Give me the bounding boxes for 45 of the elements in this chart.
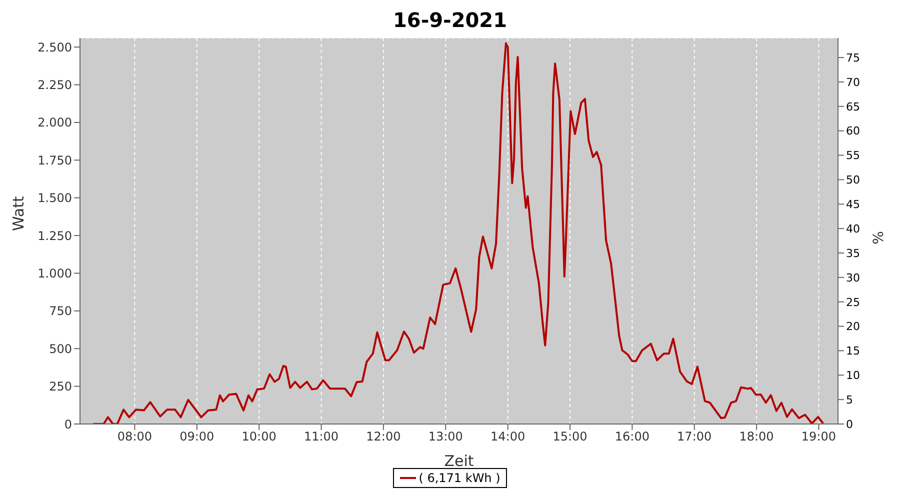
- x-tick-label: 11:00: [304, 430, 339, 444]
- y2-tick-label: 0: [846, 418, 853, 431]
- x-tick-label: 19:00: [801, 430, 836, 444]
- y2-tick-label: 5: [846, 393, 853, 406]
- x-tick-label: 12:00: [366, 430, 401, 444]
- y-axis-title: Watt: [9, 196, 28, 231]
- y2-tick-label: 75: [846, 51, 860, 64]
- x-tick-label: 10:00: [242, 430, 276, 444]
- y-tick-label: 1.500: [38, 191, 72, 206]
- y2-tick-label: 70: [846, 76, 860, 89]
- x-tick-label: 09:00: [180, 430, 214, 444]
- x-tick-label: 17:00: [677, 430, 712, 444]
- y-tick-label: 1.000: [38, 266, 72, 280]
- x-tick-label: 14:00: [490, 430, 526, 444]
- x-axis-title: Zeit: [444, 452, 474, 470]
- y2-tick-label: 25: [846, 296, 860, 309]
- y-tick-label: 2.000: [38, 116, 72, 130]
- x-tick-label: 16:00: [614, 430, 650, 444]
- y-tick-label: 500: [49, 342, 72, 356]
- y2-tick-label: 40: [846, 222, 860, 236]
- x-tick-label: 13:00: [428, 430, 463, 444]
- y-tick-label: 750: [49, 304, 72, 318]
- x-tick-label: 18:00: [739, 430, 774, 444]
- y2-tick-label: 35: [846, 246, 860, 260]
- chart-title: 16-9-2021: [392, 8, 508, 34]
- y-tick-label: 2.500: [38, 40, 72, 54]
- y2-tick-label: 20: [846, 320, 860, 334]
- y2-axis-title: %: [870, 231, 887, 244]
- y2-tick-label: 65: [846, 100, 860, 114]
- y-tick-label: 2.250: [38, 78, 72, 92]
- y2-tick-label: 55: [846, 149, 860, 162]
- y2-tick-label: 10: [846, 369, 860, 382]
- y2-tick-label: 50: [846, 174, 860, 187]
- y-tick-label: 250: [49, 380, 72, 394]
- y-tick-label: 1.750: [38, 153, 72, 168]
- x-tick-label: 08:00: [117, 430, 152, 444]
- legend-label: ( 6,171 kWh ): [418, 471, 500, 485]
- y-tick-label: 1.250: [38, 228, 72, 243]
- y-tick-label: 0: [64, 417, 72, 432]
- x-tick-label: 15:00: [552, 430, 588, 444]
- y2-tick-label: 15: [846, 344, 860, 358]
- y2-tick-label: 30: [846, 271, 860, 284]
- line-series: [92, 42, 824, 424]
- y2-tick-label: 60: [846, 124, 860, 138]
- y2-tick-label: 45: [846, 198, 860, 212]
